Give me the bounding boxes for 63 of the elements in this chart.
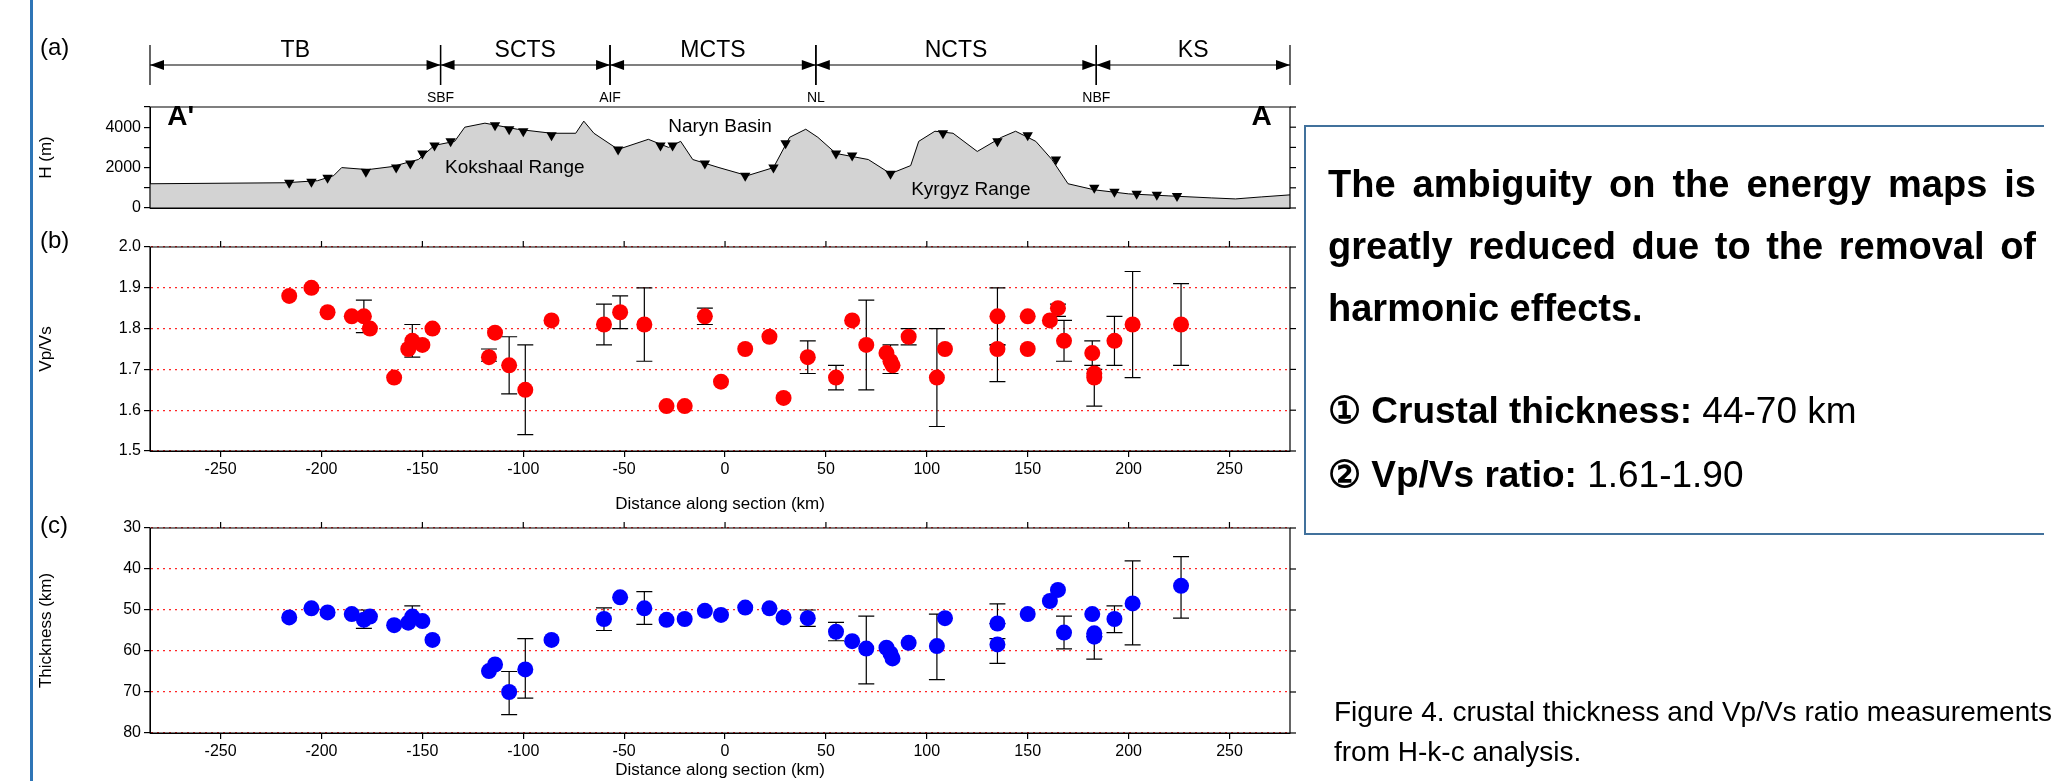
x-tick-label: -250 [204,742,237,760]
y-tick-label: 30 [123,518,142,536]
text: KS [1177,36,1209,62]
x-tick-label: 50 [817,460,835,478]
text: ① Crustal thickness: 44-70 km [1328,389,1858,433]
x-axis-title: Distance along section (km) [615,494,825,514]
y-axis-title: Thickness (km) [35,572,55,689]
annotation: Kokshaal Range [445,155,585,177]
x-tick-label: -100 [507,460,540,478]
text: TB [280,36,310,62]
y-tick-label: 1.9 [118,278,142,296]
y-tick-label: 80 [123,723,142,741]
x-axis-title: Distance along section (km) [615,760,825,780]
ref-line-label: SBF [426,89,455,105]
ref-line-label: AIF [599,89,621,105]
annotation: A' [167,99,195,131]
text: NCTS [924,36,988,62]
ref-line-label: NBF [1082,89,1111,105]
x-tick-label: 0 [720,742,730,760]
y-axis-title: Vp/Vs [35,326,55,372]
y-tick-label: 0 [132,198,142,216]
y-tick-label: 60 [123,641,142,659]
x-tick-label: -250 [204,460,237,478]
text: MCTS [680,36,746,62]
x-tick-label: 50 [817,742,835,760]
annotation: A [1251,99,1272,131]
y-tick-label: 1.6 [118,400,142,418]
x-tick-label: -100 [507,742,540,760]
text: ② Vp/Vs ratio: 1.61-1.90 [1328,453,1745,497]
x-tick-label: -150 [406,742,439,760]
y-tick-label: 1.7 [118,359,142,377]
x-tick-label: 250 [1216,742,1243,760]
x-tick-label: 150 [1014,460,1042,478]
annotation: Kyrgyz Range [911,178,1031,200]
x-tick-label: 200 [1115,742,1143,760]
y-tick-label: 50 [123,600,142,618]
x-tick-label: -50 [612,460,636,478]
x-tick-label: 0 [720,460,730,478]
y-tick-label: 1.8 [118,319,142,337]
x-tick-label: -200 [305,460,338,478]
x-tick-label: -200 [305,742,338,760]
x-tick-label: 100 [913,742,941,760]
chart-title: (c) [40,510,68,538]
y-axis-title: H (m) [35,136,55,179]
x-tick-label: 100 [913,460,941,478]
x-tick-label: -50 [612,742,636,760]
text: The ambiguity on the energy maps is greatly reduced due to the removal of harmonic effects. [1328,162,2036,331]
y-tick-label: 4000 [105,117,142,135]
ref-line-label: NL [806,89,825,105]
x-tick-label: -150 [406,460,439,478]
y-tick-label: 70 [123,682,142,700]
x-tick-label: 150 [1014,742,1042,760]
annotation: Naryn Basin [668,115,772,137]
x-tick-label: 200 [1115,460,1143,478]
y-tick-label: 2.0 [118,237,142,255]
y-tick-label: 2000 [105,158,142,176]
chart-title: (b) [40,225,70,253]
y-tick-label: 40 [123,559,142,577]
chart-title: (a) [40,32,70,60]
caption: Figure 4. crustal thickness and Vp/Vs ratio measurements from H-k-c analysis. [1334,695,2052,769]
x-tick-label: 250 [1216,460,1243,478]
y-tick-label: 1.5 [118,441,142,459]
text: SCTS [494,36,556,62]
